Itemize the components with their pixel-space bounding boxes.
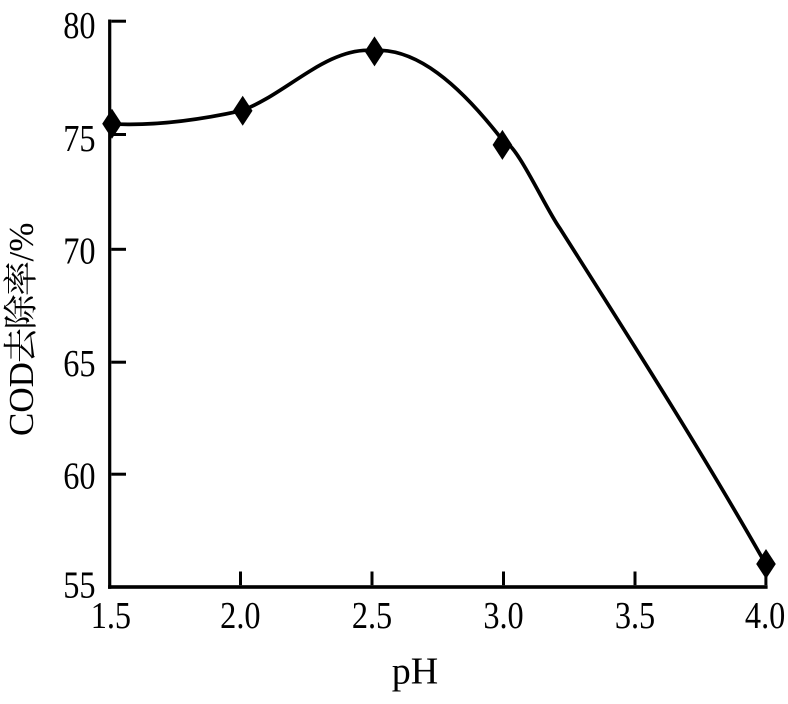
svg-text:75: 75 [63, 118, 95, 160]
svg-text:65: 65 [63, 343, 95, 385]
svg-text:COD: COD [2, 362, 41, 436]
svg-text:2.5: 2.5 [352, 595, 392, 637]
svg-text:3.0: 3.0 [483, 595, 523, 637]
svg-text:/%: /% [2, 223, 41, 262]
svg-text:2.0: 2.0 [220, 595, 260, 637]
svg-text:60: 60 [63, 455, 95, 497]
svg-text:70: 70 [63, 230, 95, 272]
svg-text:4.0: 4.0 [745, 595, 785, 637]
svg-text:3.5: 3.5 [615, 595, 655, 637]
svg-text:55: 55 [63, 564, 95, 606]
svg-text:80: 80 [63, 5, 95, 47]
svg-text:pH: pH [392, 650, 438, 692]
svg-text:1.5: 1.5 [91, 595, 131, 637]
